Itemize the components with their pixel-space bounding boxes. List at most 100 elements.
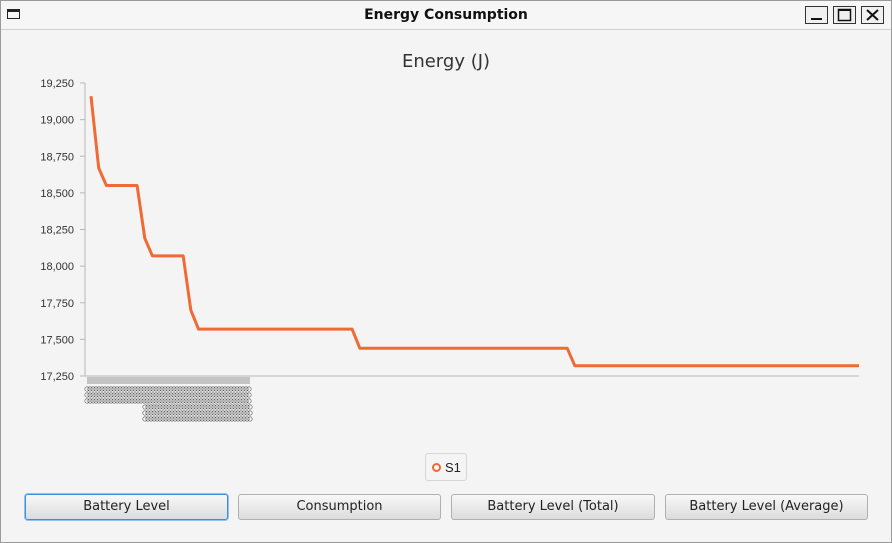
x-tick-glyph	[193, 404, 199, 410]
title-bar[interactable]: Energy Consumption	[1, 1, 891, 30]
x-tick-glyph	[246, 392, 252, 398]
x-tick-glyph	[220, 416, 226, 422]
x-tick-glyph	[180, 386, 186, 392]
x-tick-glyph	[132, 398, 138, 404]
x-tick-glyph	[147, 392, 153, 398]
x-tick-glyph	[213, 398, 219, 404]
x-tick-glyph	[148, 410, 154, 416]
x-tick-glyph	[207, 386, 213, 392]
x-tick-glyph	[229, 404, 235, 410]
x-tick-glyph	[205, 404, 211, 410]
x-tick-glyph	[225, 386, 231, 392]
x-tick-glyph	[178, 410, 184, 416]
x-tick-glyph	[153, 392, 159, 398]
x-tick-glyph	[175, 410, 181, 416]
x-tick-glyph	[135, 398, 141, 404]
x-tick-glyph	[168, 398, 174, 404]
y-tick-label: 17,750	[40, 298, 74, 310]
x-tick-glyph	[99, 398, 105, 404]
x-tick-glyph	[148, 404, 154, 410]
x-tick-glyph	[235, 410, 241, 416]
battery-level-button[interactable]: Battery Level	[25, 494, 228, 520]
x-tick-glyph	[111, 398, 117, 404]
battery-level-average-button[interactable]: Battery Level (Average)	[665, 494, 868, 520]
x-tick-glyph	[135, 392, 141, 398]
x-tick-glyph	[93, 392, 99, 398]
x-tick-glyph	[105, 386, 111, 392]
x-tick-glyph	[232, 404, 238, 410]
x-tick-glyph	[123, 398, 129, 404]
x-tick-glyph	[226, 416, 232, 422]
energy-line-chart: Energy (J) 17,250 17,500 17,750 18,000 18,25…	[40, 51, 859, 422]
x-tick-glyph	[142, 410, 148, 416]
battery-level-total-button[interactable]: Battery Level (Total)	[451, 494, 655, 520]
x-tick-glyph	[208, 404, 214, 410]
x-tick-glyph	[163, 410, 169, 416]
x-tick-glyph	[189, 392, 195, 398]
x-tick-glyph	[159, 386, 165, 392]
x-tick-glyph	[213, 392, 219, 398]
x-tick-glyph	[247, 404, 253, 410]
x-tick-glyph	[153, 386, 159, 392]
x-tick-glyph	[241, 404, 247, 410]
x-tick-glyph	[190, 416, 196, 422]
x-tick-glyph	[222, 386, 228, 392]
x-tick-glyph	[222, 392, 228, 398]
close-button[interactable]	[861, 6, 884, 24]
x-tick-glyph	[160, 410, 166, 416]
x-tick-glyph	[207, 392, 213, 398]
x-tick-glyph	[172, 410, 178, 416]
x-tick-glyph	[232, 416, 238, 422]
x-tick-glyph	[165, 386, 171, 392]
x-tick-glyph	[183, 392, 189, 398]
minimize-button[interactable]	[805, 6, 828, 24]
x-tick-glyph	[226, 410, 232, 416]
x-tick-glyph	[190, 404, 196, 410]
maximize-button[interactable]	[833, 6, 856, 24]
x-tick-glyph	[90, 392, 96, 398]
x-tick-glyph	[114, 398, 120, 404]
x-tick-glyph	[177, 392, 183, 398]
x-tick-glyph	[174, 392, 180, 398]
y-tick-label: 17,500	[40, 334, 74, 346]
x-tick-glyph	[177, 398, 183, 404]
x-tick-glyph	[117, 386, 123, 392]
y-tick-label: 19,250	[40, 78, 74, 90]
x-tick-glyph	[190, 410, 196, 416]
x-tick-glyph	[247, 410, 253, 416]
chart-area: Energy (J) 17,250 17,500 17,750 18,000 18,25…	[1, 29, 891, 481]
chart-legend[interactable]: S1	[425, 453, 467, 481]
x-axis	[84, 375, 859, 422]
x-tick-glyph	[157, 404, 163, 410]
x-tick-glyph	[181, 404, 187, 410]
x-tick-glyph	[184, 410, 190, 416]
x-tick-glyph	[222, 398, 228, 404]
x-tick-glyph	[123, 392, 129, 398]
consumption-button[interactable]: Consumption	[238, 494, 441, 520]
x-tick-glyph	[234, 386, 240, 392]
x-tick-glyph	[105, 392, 111, 398]
x-tick-glyph	[184, 404, 190, 410]
x-tick-glyph	[201, 386, 207, 392]
x-tick-glyph	[186, 398, 192, 404]
x-tick-glyph	[142, 404, 148, 410]
x-tick-glyph	[171, 386, 177, 392]
y-tick-label: 18,500	[40, 188, 74, 200]
x-tick-glyph	[237, 398, 243, 404]
x-tick-glyph	[93, 398, 99, 404]
x-tick-glyph	[168, 386, 174, 392]
x-tick-glyph	[111, 392, 117, 398]
x-tick-glyph	[193, 416, 199, 422]
x-tick-glyph	[159, 398, 165, 404]
x-tick-glyph	[223, 410, 229, 416]
x-tick-glyph	[195, 398, 201, 404]
x-tick-glyph	[160, 404, 166, 410]
x-tick-glyph	[240, 392, 246, 398]
x-tick-glyph	[217, 416, 223, 422]
x-tick-glyph	[129, 392, 135, 398]
x-tick-glyph	[87, 386, 93, 392]
x-tick-glyph	[132, 386, 138, 392]
x-tick-glyph	[223, 416, 229, 422]
x-tick-glyph	[213, 386, 219, 392]
x-tick-glyph	[211, 416, 217, 422]
